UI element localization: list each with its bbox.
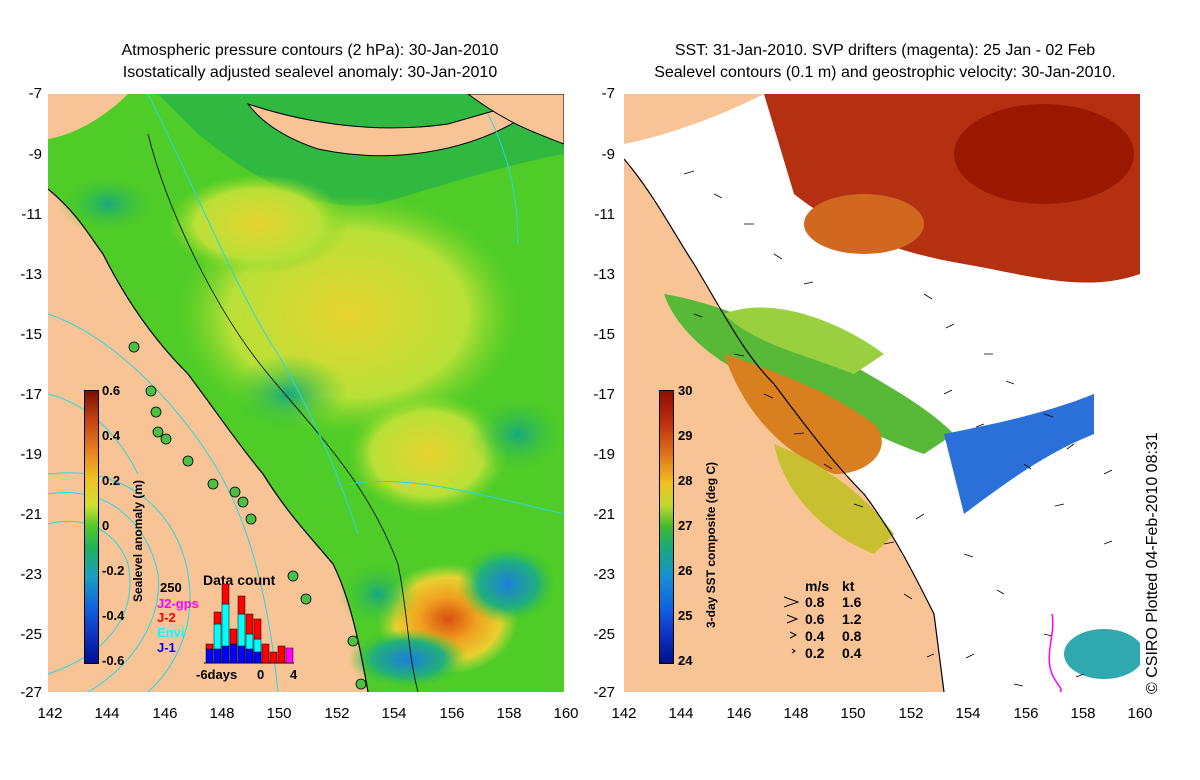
right-cbar-tick: 24 — [678, 653, 693, 668]
x-tick: 156 — [1013, 705, 1039, 722]
x-tick: 160 — [1127, 705, 1153, 722]
x-tick: 152 — [324, 705, 350, 722]
velocity-kt: 0.8 — [842, 628, 862, 644]
left-map — [48, 94, 564, 692]
velocity-ms: 0.2 — [805, 645, 825, 661]
y-tick: -9 — [601, 146, 615, 163]
velocity-kt: 1.2 — [842, 611, 862, 627]
data-count-title: Data count — [203, 572, 276, 588]
right-colorbar-label: 3-day SST composite (deg C) — [704, 461, 718, 628]
x-tick: 146 — [726, 705, 752, 722]
left-cbar-tick: -0.6 — [102, 653, 125, 668]
x-tick: 154 — [955, 705, 981, 722]
x-tick: 150 — [266, 705, 292, 722]
x-tick: 156 — [439, 705, 465, 722]
x-tick: 142 — [611, 705, 637, 722]
y-tick: -17 — [20, 386, 42, 403]
right-map — [624, 94, 1140, 692]
y-tick: -7 — [601, 85, 615, 102]
left-cbar-tick: 0.4 — [102, 428, 121, 443]
sst-map — [624, 94, 1140, 692]
left-colorbar-label: Sealevel anomaly (m) — [131, 479, 145, 602]
right-cbar-tick: 25 — [678, 608, 693, 623]
left-cbar-tick: 0.6 — [102, 383, 121, 398]
y-tick: -25 — [593, 626, 615, 643]
x-tick: 152 — [898, 705, 924, 722]
y-tick: -11 — [21, 206, 42, 223]
x-tick: 150 — [840, 705, 866, 722]
x-tick: 144 — [94, 705, 120, 722]
y-tick: -15 — [20, 326, 42, 343]
y-tick: -21 — [20, 506, 42, 523]
hist-x-label: 4 — [290, 667, 298, 682]
data-count-max: 250 — [160, 580, 182, 595]
velocity-ms: 0.8 — [805, 594, 825, 610]
right-cbar-tick: 28 — [678, 473, 693, 488]
x-tick: 144 — [668, 705, 694, 722]
x-tick: 158 — [1070, 705, 1096, 722]
svp-drifter-track — [1048, 613, 1062, 692]
velocity-arrows — [683, 170, 1113, 687]
y-tick: -27 — [593, 684, 615, 701]
y-tick: -23 — [20, 566, 42, 583]
y-tick: -7 — [28, 85, 42, 102]
velocity-arrow-icons — [783, 596, 800, 654]
velocity-kt: 0.4 — [842, 645, 862, 661]
left-colorbar — [84, 390, 99, 664]
hist-x-label: -6days — [196, 667, 238, 682]
x-tick: 142 — [37, 705, 63, 722]
y-tick: -21 — [593, 506, 615, 523]
velocity-kt: 1.6 — [842, 594, 862, 610]
sealevel-anomaly-map — [48, 94, 564, 692]
y-tick: -19 — [593, 446, 615, 463]
x-tick: 148 — [209, 705, 235, 722]
legend-envi: Envi — [157, 625, 185, 640]
y-tick: -23 — [593, 566, 615, 583]
velocity-header-kt: kt — [842, 578, 855, 594]
y-tick: -15 — [593, 326, 615, 343]
right-cbar-tick: 29 — [678, 428, 693, 443]
y-tick: -13 — [20, 266, 42, 283]
left-title-line2: Isostatically adjusted sealevel anomaly:… — [122, 64, 498, 81]
tide-gauge-markers — [128, 341, 367, 690]
velocity-header-ms: m/s — [805, 578, 830, 594]
y-tick: -17 — [593, 386, 615, 403]
y-tick: -27 — [20, 684, 42, 701]
left-cbar-tick: -0.4 — [102, 608, 125, 623]
legend-j1: J-1 — [157, 640, 176, 655]
x-tick: 160 — [553, 705, 579, 722]
velocity-ms: 0.4 — [805, 628, 825, 644]
right-colorbar — [659, 390, 674, 664]
y-tick: -13 — [593, 266, 615, 283]
y-tick: -25 — [20, 626, 42, 643]
right-cbar-tick: 27 — [678, 518, 693, 533]
right-title-line1: SST: 31-Jan-2010. SVP drifters (magenta)… — [674, 42, 1096, 59]
y-tick: -19 — [20, 446, 42, 463]
legend-j2gps: J2-gps — [157, 596, 199, 611]
legend-j2: J-2 — [157, 610, 176, 625]
hist-x-label: 0 — [257, 667, 265, 682]
credit-text: © CSIRO Plotted 04-Feb-2010 08:31 — [1144, 432, 1161, 694]
left-cbar-tick: 0 — [102, 518, 110, 533]
x-tick: 146 — [152, 705, 178, 722]
x-tick: 154 — [381, 705, 407, 722]
left-cbar-tick: 0.2 — [102, 473, 121, 488]
y-tick: -11 — [594, 206, 615, 223]
right-cbar-tick: 30 — [678, 383, 693, 398]
velocity-ms: 0.6 — [805, 611, 825, 627]
right-cbar-tick: 26 — [678, 563, 693, 578]
x-tick: 148 — [783, 705, 809, 722]
right-title-line2: Sealevel contours (0.1 m) and geostrophi… — [654, 64, 1116, 81]
y-tick: -9 — [28, 146, 42, 163]
left-title-line1: Atmospheric pressure contours (2 hPa): 3… — [121, 42, 499, 59]
x-tick: 158 — [496, 705, 522, 722]
left-cbar-tick: -0.2 — [102, 563, 125, 578]
data-count-histogram — [204, 584, 294, 664]
